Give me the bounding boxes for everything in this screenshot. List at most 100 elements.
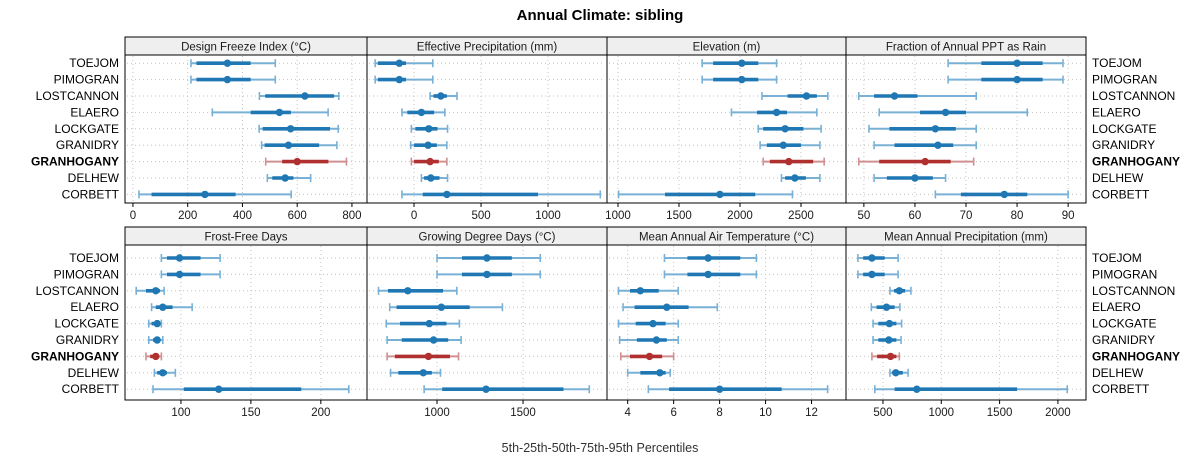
x-axis-tick-label: 70 <box>960 210 973 222</box>
median-dot <box>890 92 899 100</box>
site-label-right: PIMOGRAN <box>1092 73 1157 87</box>
chart-title: Annual Climate: sibling <box>516 7 684 24</box>
median-dot <box>424 352 433 361</box>
x-axis-tick-label: 1000 <box>928 407 954 419</box>
median-dot <box>885 336 893 344</box>
site-label-left: GRANIDRY <box>56 138 119 152</box>
median-dot <box>482 385 490 393</box>
panel-strip-title: Frost-Free Days <box>204 232 287 244</box>
site-label-left: LOCKGATE <box>55 317 119 331</box>
median-dot <box>802 92 811 100</box>
site-label-right: GRANHOGANY <box>1092 349 1180 363</box>
panel-strip-title: Mean Annual Precipitation (mm) <box>884 232 1048 244</box>
median-dot <box>404 287 412 295</box>
median-dot <box>882 303 891 311</box>
site-label-right: TOEJOM <box>1092 251 1142 265</box>
median-dot <box>275 108 284 117</box>
site-label-left: DELHEW <box>68 171 120 185</box>
site-label-left: GRANHOGANY <box>31 155 119 169</box>
x-axis-tick-label: 60 <box>909 210 922 222</box>
median-dot <box>152 352 160 361</box>
x-axis-tick-label: 12 <box>805 407 818 419</box>
median-dot <box>437 92 445 100</box>
x-axis-tick-label: 1000 <box>424 407 450 419</box>
median-dot <box>293 157 301 166</box>
panel-strip-title: Effective Precipitation (mm) <box>417 42 558 54</box>
median-dot <box>911 174 919 182</box>
median-dot <box>201 190 209 199</box>
site-label-right: LOSTCANNON <box>1092 284 1175 298</box>
x-axis-tick-label: 1500 <box>510 407 536 419</box>
x-axis-tick-label: 1000 <box>605 210 631 222</box>
median-dot <box>941 108 950 117</box>
median-dot <box>426 157 434 166</box>
median-dot <box>895 287 903 295</box>
median-dot <box>175 254 184 262</box>
median-dot <box>738 75 746 84</box>
median-dot <box>419 369 427 377</box>
median-dot <box>656 369 664 377</box>
x-axis-tick-label: 8 <box>716 407 722 419</box>
x-axis-tick-label: 600 <box>288 210 307 222</box>
median-dot <box>395 59 403 67</box>
site-label-left: ELAERO <box>70 300 119 314</box>
site-label-right: TOEJOM <box>1092 56 1142 70</box>
x-axis-tick-label: 100 <box>171 407 190 419</box>
site-label-left: LOSTCANNON <box>36 284 119 298</box>
x-axis-tick-label: 80 <box>1011 210 1024 222</box>
x-axis-tick-label: 0 <box>130 210 136 222</box>
median-dot <box>652 336 661 344</box>
median-dot <box>281 174 289 182</box>
median-dot <box>921 157 929 166</box>
median-dot <box>1013 59 1021 67</box>
median-dot <box>175 270 184 279</box>
x-axis-tick-label: 4 <box>624 407 631 419</box>
site-label-right: GRANHOGANY <box>1092 155 1180 169</box>
median-dot <box>443 190 451 199</box>
median-dot <box>1000 190 1008 199</box>
median-dot <box>483 254 491 262</box>
site-label-right: ELAERO <box>1092 105 1141 119</box>
median-dot <box>868 270 876 279</box>
median-dot <box>437 303 446 311</box>
x-axis-tick-label: 1500 <box>666 210 692 222</box>
panel-strip <box>845 36 1087 56</box>
median-dot <box>716 190 724 199</box>
site-label-right: LOCKGATE <box>1092 317 1156 331</box>
x-axis-tick-label: 90 <box>1062 210 1075 222</box>
median-dot <box>284 141 293 149</box>
site-label-left: CORBETT <box>62 187 120 201</box>
median-dot <box>424 141 432 149</box>
median-dot <box>152 287 160 295</box>
site-label-right: PIMOGRAN <box>1092 267 1157 281</box>
median-dot <box>223 75 232 84</box>
site-label-left: TOEJOM <box>69 56 119 70</box>
x-axis-tick-label: 1000 <box>535 210 561 222</box>
median-dot <box>429 336 438 344</box>
median-dot <box>885 319 894 328</box>
panel-strip <box>845 226 1087 246</box>
median-dot <box>1013 75 1021 84</box>
x-axis-tick-label: 400 <box>233 210 252 222</box>
site-label-right: CORBETT <box>1092 382 1150 396</box>
site-label-left: PIMOGRAN <box>54 73 119 87</box>
median-dot <box>425 125 433 133</box>
median-dot <box>704 254 712 262</box>
x-axis-tick-label: 150 <box>241 407 260 419</box>
median-dot <box>636 287 645 295</box>
site-label-left: CORBETT <box>62 382 120 396</box>
site-label-left: LOSTCANNON <box>36 89 119 103</box>
x-axis-tick-label: 1500 <box>987 407 1013 419</box>
median-dot <box>785 157 793 166</box>
median-dot <box>223 59 232 67</box>
site-label-left: TOEJOM <box>69 251 119 265</box>
site-label-right: GRANIDRY <box>1092 138 1155 152</box>
site-label-left: GRANHOGANY <box>31 349 119 363</box>
site-label-right: LOCKGATE <box>1092 122 1156 136</box>
panel-strip-title: Design Freeze Index (°C) <box>181 42 311 54</box>
x-axis-tick-label: 2500 <box>788 210 814 222</box>
median-dot <box>395 75 403 84</box>
median-dot <box>159 303 167 311</box>
x-axis-tick-label: 500 <box>873 407 892 419</box>
